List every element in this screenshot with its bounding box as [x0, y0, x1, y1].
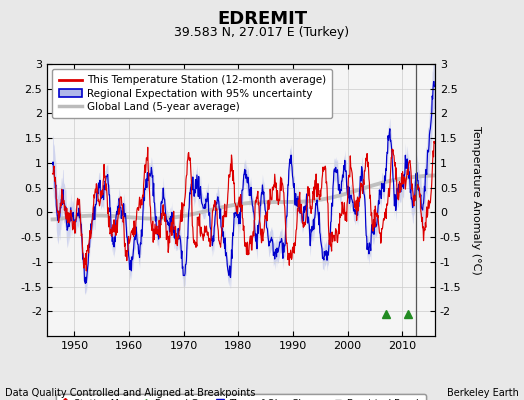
- Text: Berkeley Earth: Berkeley Earth: [447, 388, 519, 398]
- Y-axis label: Temperature Anomaly (°C): Temperature Anomaly (°C): [471, 126, 481, 274]
- Text: 39.583 N, 27.017 E (Turkey): 39.583 N, 27.017 E (Turkey): [174, 26, 350, 39]
- Text: Data Quality Controlled and Aligned at Breakpoints: Data Quality Controlled and Aligned at B…: [5, 388, 256, 398]
- Legend: Station Move, Record Gap, Time of Obs. Change, Empirical Break: Station Move, Record Gap, Time of Obs. C…: [56, 394, 426, 400]
- Text: EDREMIT: EDREMIT: [217, 10, 307, 28]
